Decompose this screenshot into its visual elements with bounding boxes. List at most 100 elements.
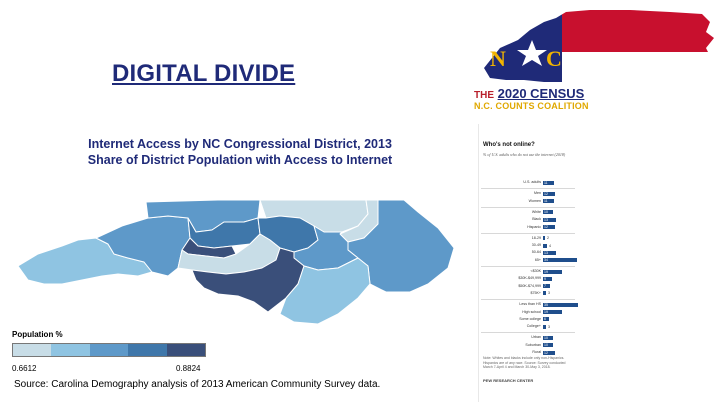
pew-row: Suburban 10: [481, 343, 577, 348]
map-title-line1: Internet Access by NC Congressional Dist…: [88, 137, 392, 151]
district-7: [279, 257, 371, 325]
pew-bar-value: 13: [544, 217, 548, 222]
pew-bar-value: 19: [544, 310, 548, 314]
pew-row-label: Suburban: [525, 342, 541, 347]
pew-row-label: White: [531, 209, 541, 214]
pew-row-label: College+: [526, 324, 541, 329]
pew-bar-value: 4: [549, 243, 551, 248]
legend-swatch-5: [166, 344, 206, 356]
pew-bar-value: 10: [544, 343, 548, 348]
pew-bar: 12: [543, 191, 555, 196]
pew-title: Who's not online?: [483, 142, 535, 148]
pew-row: <$30K 19: [481, 269, 577, 274]
pew-bar: 9: [543, 276, 552, 281]
pew-row: 65+ 34: [481, 258, 577, 263]
pew-separator: [481, 266, 575, 267]
pew-row: College+ 3: [481, 324, 577, 329]
pew-row: $30K-$49,999 9: [481, 276, 577, 281]
pew-row-label: $30K-$49,999: [518, 276, 541, 281]
pew-bar-value: 35: [544, 302, 548, 307]
pew-row: $50K-$74,999 7: [481, 284, 577, 289]
census-heading: THE 2020 CENSUS: [474, 86, 584, 101]
pew-bar-value: 3: [548, 324, 550, 329]
pew-row: $75K+ 3: [481, 291, 577, 296]
legend-min-label: 0.6612: [12, 364, 37, 373]
pew-row: 50-64 13: [481, 250, 577, 255]
pew-separator: [481, 332, 575, 334]
pew-row-label: Men: [534, 191, 541, 196]
pew-row-label: <$30K: [530, 269, 542, 273]
slide-title: DIGITAL DIVIDE: [112, 60, 296, 87]
pew-row: 18-29 2: [481, 236, 577, 241]
pew-bar-value: 12: [544, 225, 548, 229]
pew-row-label: U.S. adults: [523, 180, 541, 184]
pew-row-label: Hispanic: [527, 224, 541, 229]
pew-row-label: 65+: [534, 257, 541, 262]
pew-bar: 10: [543, 210, 553, 215]
pew-bar-value: 19: [544, 269, 548, 274]
pew-bar: 34: [543, 258, 577, 263]
logo-letter-c: C: [546, 46, 562, 71]
pew-separator: [481, 206, 575, 208]
pew-bar-value: 10: [544, 210, 548, 215]
map-title: Internet Access by NC Congressional Dist…: [60, 136, 420, 168]
pew-bar: 12: [543, 225, 555, 229]
pew-row: Men 12: [481, 191, 577, 196]
census-the: THE: [474, 90, 494, 101]
logo-letter-n: N: [490, 46, 506, 71]
pew-bar-value: 13: [544, 250, 548, 255]
nc-census-logo: N C: [484, 10, 714, 82]
pew-row-label: 30-49: [531, 243, 541, 248]
pew-bar: 7: [543, 284, 550, 289]
pew-bar: 13: [543, 217, 556, 222]
pew-separator: [481, 188, 575, 190]
pew-bar-value: 6: [544, 317, 546, 322]
legend-title: Population %: [12, 330, 63, 339]
legend-max-label: 0.8824: [176, 364, 201, 373]
legend-swatch-3: [89, 344, 129, 356]
pew-row: 30-49 4: [481, 243, 577, 248]
district-3: [347, 199, 455, 293]
pew-bar-value: 11: [544, 199, 548, 204]
legend-swatch-4: [128, 344, 167, 356]
pew-bar: 19: [543, 269, 562, 274]
pew-bar: 4: [543, 243, 551, 248]
pew-bar-value: 7: [544, 284, 546, 289]
pew-note: Note: Whites and blacks include only non…: [483, 356, 566, 369]
pew-row-label: 50-64: [531, 250, 541, 255]
pew-chart-panel: Who's not online? % of U.S. adults who d…: [478, 124, 579, 402]
pew-bar-value: 10: [544, 335, 548, 340]
map-title-line2: Share of District Population with Access…: [87, 153, 393, 167]
pew-row-label: High school: [522, 309, 541, 314]
legend-color-scale: [12, 343, 206, 357]
pew-row-label: Urban: [531, 335, 541, 340]
pew-row-label: $75K+: [530, 290, 542, 295]
pew-row-label: Rural: [532, 350, 541, 354]
pew-bar: 13: [543, 250, 556, 255]
pew-row: High school 19: [481, 310, 577, 315]
pew-row-label: 18-29: [531, 235, 541, 240]
pew-row: Black 13: [481, 217, 577, 222]
pew-row-label: Less than HS: [519, 302, 541, 307]
coalition-name: N.C. COUNTS COALITION: [474, 101, 589, 111]
pew-row: White 10: [481, 210, 577, 215]
pew-bar: 2: [543, 236, 549, 241]
legend-swatch-1: [13, 344, 52, 356]
pew-bar-value: 12: [544, 191, 548, 196]
pew-row: Less than HS 35: [481, 302, 578, 307]
pew-row-label: Some college: [519, 316, 541, 321]
pew-bar: 11: [543, 180, 554, 185]
pew-bar-value: 9: [544, 276, 546, 281]
pew-bar: 35: [543, 302, 578, 307]
pew-bar: 10: [543, 343, 553, 348]
pew-row: U.S. adults 11: [481, 180, 577, 185]
pew-bar-value: 34: [544, 258, 548, 263]
pew-row-label: Women: [528, 198, 541, 203]
pew-subtitle: % of U.S. adults who do not use the inte…: [483, 152, 566, 157]
pew-separator: [481, 232, 575, 234]
pew-bar-value: 11: [544, 180, 548, 185]
pew-row: Some college 6: [481, 317, 577, 322]
legend-swatch-2: [51, 344, 90, 356]
pew-bar-value: 2: [547, 236, 549, 241]
pew-footer: PEW RESEARCH CENTER: [483, 378, 534, 383]
